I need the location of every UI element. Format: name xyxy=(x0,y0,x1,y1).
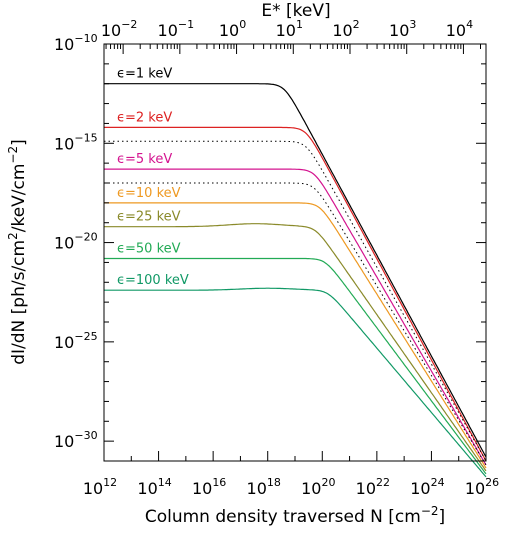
top-tick-label: 10−2 xyxy=(101,18,138,40)
top-tick-label: 101 xyxy=(276,18,303,40)
series-line xyxy=(104,223,487,472)
y-tick-label: 10−25 xyxy=(54,330,98,352)
series-lines xyxy=(104,83,487,478)
y-axis-label: dI/dN [ph/s/cm2/keV/cm−2] xyxy=(6,139,29,365)
series-label: ϵ=10 keV xyxy=(117,186,181,201)
series-label: ϵ=2 keV xyxy=(117,110,172,125)
series-labels: ϵ=1 keV ϵ=2 keV ϵ=5 keV ϵ=10 keV ϵ=25 keV ϵ=5… xyxy=(117,67,189,289)
series-label: ϵ=25 keV xyxy=(117,210,181,225)
series-label: ϵ=100 keV xyxy=(117,273,189,288)
x-tick-label: 1024 xyxy=(410,476,444,498)
series-line xyxy=(104,202,487,469)
top-tick-label: 103 xyxy=(389,18,416,40)
axis-ticks xyxy=(103,43,487,462)
x-tick-label: 1026 xyxy=(465,476,499,498)
y-tick-label: 10−15 xyxy=(54,131,98,153)
x-tick-label: 1012 xyxy=(83,476,117,498)
x-tick-label: 1020 xyxy=(301,476,335,498)
y-tick-label: 10−10 xyxy=(54,32,98,54)
series-line xyxy=(104,287,487,478)
top-tick-label: 104 xyxy=(446,18,473,40)
series-line xyxy=(104,257,487,475)
series-line xyxy=(104,126,487,462)
series-label: ϵ=50 keV xyxy=(117,241,181,256)
top-axis-label: E* [keV] xyxy=(261,1,330,21)
series-line-dotted xyxy=(104,182,487,466)
x-tick-label: 1022 xyxy=(356,476,390,498)
y-tick-label: 10−30 xyxy=(54,429,98,451)
series-line-dotted xyxy=(104,140,487,462)
series-line xyxy=(104,83,487,458)
x-tick-label: 1014 xyxy=(137,476,171,498)
series-label: ϵ=5 keV xyxy=(117,152,172,167)
x-axis-label: Column density traversed N [cm−2] xyxy=(145,504,445,527)
x-tick-label: 1016 xyxy=(192,476,226,498)
top-tick-label: 102 xyxy=(332,18,359,40)
top-tick-label: 100 xyxy=(219,18,246,40)
top-tick-label: 10−1 xyxy=(158,18,195,40)
series-line xyxy=(104,168,487,466)
x-tick-label: 1018 xyxy=(247,476,281,498)
tick-labels: 1012 1014 1016 1018 1020 1022 1024 102610−1010−… xyxy=(54,18,499,498)
series-label: ϵ=1 keV xyxy=(117,67,172,82)
y-tick-label: 10−20 xyxy=(54,231,98,253)
